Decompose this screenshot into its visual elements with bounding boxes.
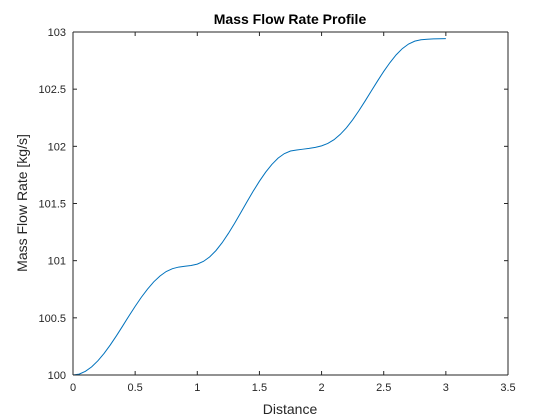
x-tick-label: 1.5 bbox=[252, 382, 267, 394]
y-tick-label: 101 bbox=[48, 256, 66, 268]
chart-title: Mass Flow Rate Profile bbox=[214, 11, 367, 27]
x-tick-label: 0.5 bbox=[127, 382, 142, 394]
x-tick-label: 2.5 bbox=[376, 382, 391, 394]
plot-area bbox=[73, 32, 508, 375]
x-tick-label: 1 bbox=[194, 382, 200, 394]
y-tick-label: 100.5 bbox=[38, 313, 66, 325]
axes-box bbox=[72, 31, 509, 376]
x-tick-label: 3 bbox=[443, 382, 449, 394]
y-axis-label: Mass Flow Rate [kg/s] bbox=[14, 134, 30, 272]
mass-flow-rate-line bbox=[72, 38, 446, 376]
y-tick-label: 101.5 bbox=[38, 199, 66, 211]
x-axis-label: Distance bbox=[263, 401, 318, 417]
y-tick-label: 103 bbox=[48, 27, 66, 39]
y-tick-label: 102 bbox=[48, 141, 66, 153]
x-tick-label: 2 bbox=[319, 382, 325, 394]
y-axis-ticks: 100 100.5 101 101.5 102 102.5 103 bbox=[38, 27, 508, 382]
y-tick-label: 102.5 bbox=[38, 84, 66, 96]
y-tick-label: 100 bbox=[48, 370, 66, 382]
x-tick-label: 3.5 bbox=[500, 382, 515, 394]
x-tick-label: 0 bbox=[70, 382, 76, 394]
x-axis-ticks: 0 0.5 1 1.5 2 2.5 3 3.5 bbox=[70, 32, 516, 394]
